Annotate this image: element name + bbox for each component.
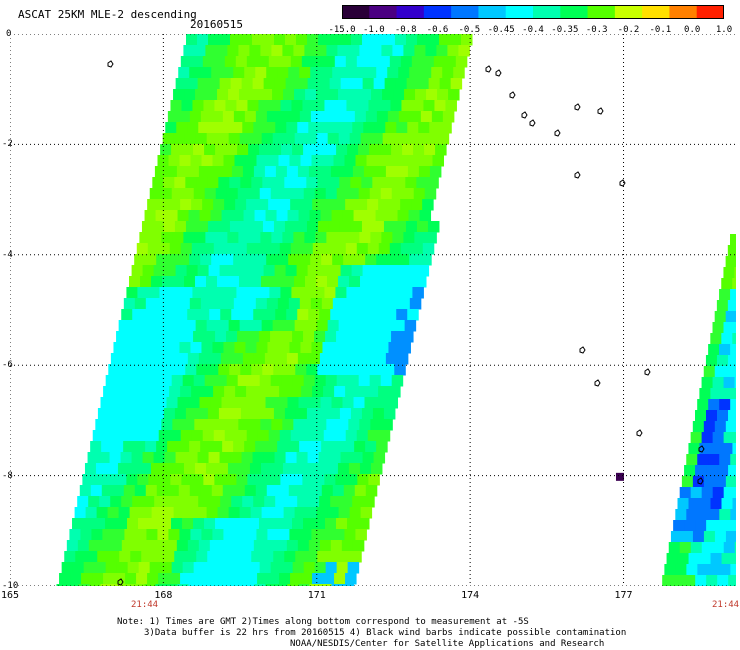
colorbar-tick-label: 1.0 [715,25,733,35]
colorbar-swatch [342,5,370,19]
latitude-tick-label: 0 [6,29,12,39]
note-line-1: Note: 1) Times are GMT 2)Times along bot… [117,617,529,627]
date-label: 20160515 [190,18,243,31]
swath-west [56,34,473,586]
island-outline [574,171,581,179]
colorbar-tick-label: -0.5 [458,25,481,35]
longitude-tick-label: 177 [614,590,633,601]
colorbar-swatch [669,5,698,19]
island-outline [594,379,601,387]
grid-lines [10,34,736,586]
colorbar-tick-label: -1.0 [362,25,385,35]
colorbar-swatch [451,5,480,19]
colorbar-swatch [560,5,589,19]
latitude-tick-label: -6 [2,360,13,371]
colorbar-swatch [614,5,643,19]
latitude-tick-label: -10 [2,581,19,591]
colorbar-tick-label: -0.45 [487,25,515,35]
colorbar-labels: -15.0 -1.0 -0.8 -0.6 -0.5 -0.45 -0.4 -0.35 -0.3-… [328,25,733,37]
island-outline [597,107,604,115]
time-label-right: 21:44 [712,600,740,610]
island-outline [509,91,516,99]
colorbar [342,5,724,19]
colorbar-tick-label: -15.0 [328,25,356,35]
colorbar-swatch [505,5,534,19]
longitude-tick-label: 171 [307,590,326,601]
island-outline [107,60,114,68]
colorbar-swatch [423,5,452,19]
swath-east [615,234,736,586]
island-outline [698,445,705,453]
island-outline [529,119,536,127]
colorbar-tick-label: -0.2 [617,25,640,35]
latitude-tick-label: -8 [2,470,13,481]
time-label-left: 21:44 [131,600,159,610]
colorbar-swatch [396,5,425,19]
colorbar-swatch [642,5,671,19]
island-outline [574,103,581,111]
colorbar-swatch [696,5,724,19]
island-outline [619,179,626,187]
island-outline [117,578,124,586]
island-outline [579,346,586,354]
note-line-2: 3)Data buffer is 22 hrs from 20160515 4)… [144,628,627,638]
note-line-3: NOAA/NESDIS/Center for Satellite Applica… [290,639,605,649]
island-outlines [107,60,705,586]
colorbar-tick-label: 0.0 [684,25,701,35]
colorbar-tick-label: -0.8 [394,25,417,35]
latitude-tick-label: -4 [2,249,13,260]
image-title: ASCAT 25KM MLE-2 descending [18,8,197,21]
colorbar-swatch [478,5,507,19]
colorbar-tick-label: -0.1 [649,25,672,35]
colorbar-swatch [533,5,561,19]
colorbar-swatch [587,5,616,19]
island-outline [485,65,492,73]
island-outline [644,368,651,376]
island-outline [636,429,643,437]
colorbar-tick-label: -0.3 [585,25,608,35]
map-plot [10,34,736,586]
longitude-tick-label: 174 [461,590,480,601]
island-outline [495,69,502,77]
colorbar-swatch [369,5,398,19]
island-outline [554,129,561,137]
colorbar-tick-label: -0.4 [522,25,544,35]
colorbar-tick-label: -0.35 [551,25,579,35]
latitude-tick-label: -2 [2,139,13,150]
colorbar-tick-label: -0.6 [426,25,449,35]
longitude-tick-label: 165 [1,590,20,601]
island-outline [697,477,704,485]
longitude-tick-label: 168 [154,590,173,601]
island-outline [521,111,528,119]
